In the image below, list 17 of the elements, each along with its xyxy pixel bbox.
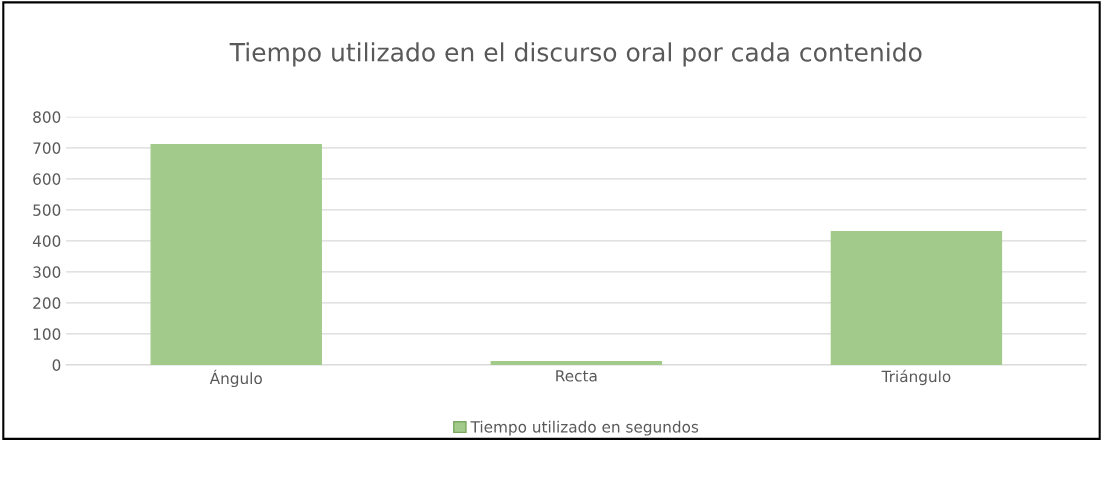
y-tick-label: 600 <box>33 173 61 185</box>
y-tick-label: 200 <box>33 297 61 309</box>
chart-title: Tiempo utilizado en el discurso oral por cada contenido <box>229 42 922 67</box>
y-tick-label: 800 <box>33 111 61 123</box>
bar <box>830 230 1003 365</box>
y-tick-label: 400 <box>32 235 61 247</box>
y-tick-label: 700 <box>33 142 61 154</box>
y-tick-label: 500 <box>33 204 61 216</box>
x-tick-label: Triángulo <box>881 369 951 386</box>
x-tick-label: Ángulo <box>209 369 262 388</box>
bar <box>490 361 663 365</box>
x-tick-label: Recta <box>556 370 597 382</box>
y-tick-label: 0 <box>52 359 61 371</box>
bar <box>150 144 322 365</box>
legend-label: Tiempo utilizado en segundos <box>470 420 699 436</box>
y-tick-label: 100 <box>33 328 61 340</box>
y-tick-label: 300 <box>33 266 61 278</box>
